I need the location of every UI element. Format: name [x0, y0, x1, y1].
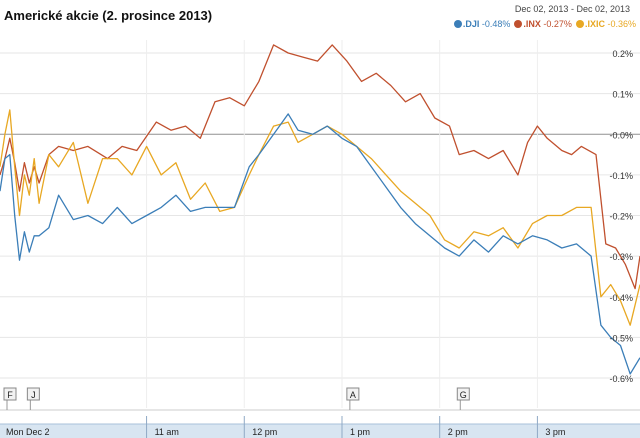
legend-name: .DJI — [462, 19, 480, 29]
legend: .DJI -0.48% .INX -0.27% .IXIC -0.36% — [450, 19, 636, 29]
y-tick-label: -0.4% — [609, 293, 633, 303]
event-flag-label: F — [7, 390, 13, 400]
y-tick-label: 0.2% — [612, 49, 633, 59]
y-tick-label: -0.2% — [609, 212, 633, 222]
y-tick-label: -0.0% — [609, 130, 633, 140]
time-axis-band — [0, 424, 640, 438]
time-tick-label: 11 am — [155, 427, 179, 437]
event-flag-a[interactable] — [346, 387, 360, 401]
time-tick-label: 12 pm — [252, 427, 277, 437]
date-range[interactable]: Dec 02, 2013 - Dec 02, 2013 — [515, 4, 630, 14]
legend-item-inx[interactable]: .INX -0.27% — [514, 19, 572, 29]
legend-dot-icon — [453, 20, 462, 28]
legend-change: -0.36% — [604, 19, 636, 29]
event-flag-label: G — [460, 390, 467, 400]
series-line-dji — [0, 113, 640, 375]
legend-item-dji[interactable]: .DJI -0.48% — [453, 19, 511, 29]
date-from: Dec 02, 2013 — [514, 4, 569, 14]
y-tick-label: 0.1% — [612, 90, 633, 100]
date-to: Dec 02, 2013 — [576, 4, 630, 14]
y-tick-label: -0.1% — [609, 171, 633, 181]
time-tick-label: 3 pm — [545, 427, 565, 437]
time-tick-label: 2 pm — [448, 427, 468, 437]
event-flag-g[interactable] — [456, 387, 470, 401]
event-flag-label: J — [31, 390, 36, 400]
event-flag-j[interactable] — [26, 387, 40, 401]
y-tick-label: -0.6% — [609, 374, 633, 384]
y-tick-label: -0.5% — [609, 333, 633, 343]
legend-name: .IXIC — [584, 19, 605, 29]
legend-item-ixic[interactable]: .IXIC -0.36% — [575, 19, 636, 29]
series-line-ixic — [0, 109, 640, 326]
time-tick-label: 1 pm — [350, 427, 370, 437]
date-separator: - — [570, 4, 574, 14]
legend-dot-icon — [575, 20, 584, 28]
y-tick-label: -0.3% — [609, 252, 633, 262]
chart-title: Americké akcie (2. prosince 2013) — [4, 8, 213, 23]
legend-change: -0.27% — [540, 19, 572, 29]
time-tick-label: Mon Dec 2 — [6, 427, 50, 437]
legend-dot-icon — [514, 20, 523, 28]
legend-name: .INX — [523, 19, 541, 29]
event-flag-f[interactable] — [3, 387, 17, 401]
series-line-inx — [0, 44, 640, 290]
legend-change: -0.48% — [479, 19, 511, 29]
event-flag-label: A — [350, 390, 356, 400]
